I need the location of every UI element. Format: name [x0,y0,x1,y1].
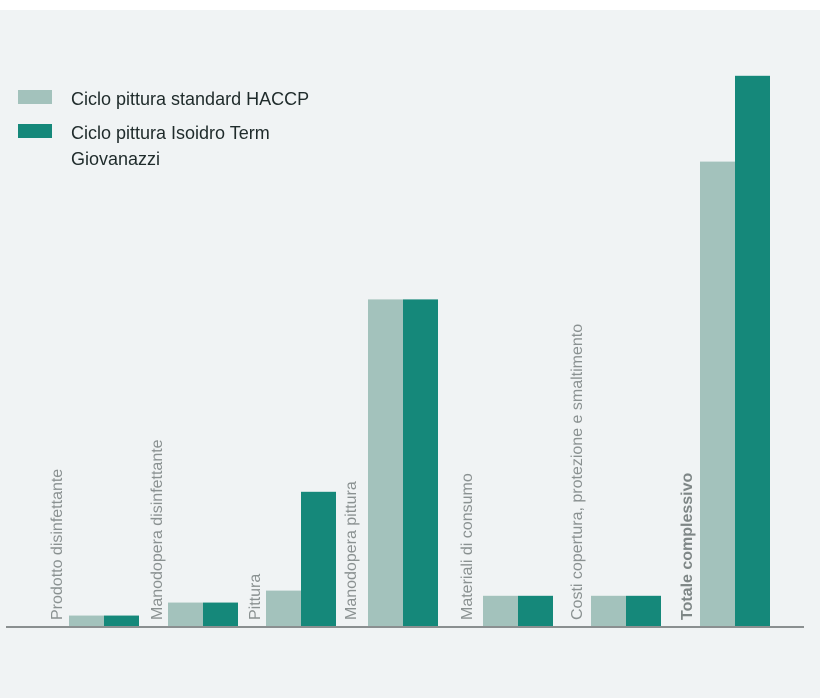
bar-s2-c1 [104,615,139,627]
category-labels-group: Prodotto disinfettante Manodopera disinfe… [49,324,696,620]
legend-item-isoidro: Ciclo pittura Isoidro Term Giovanazzi [18,120,361,172]
bar-s1-c4 [368,299,403,627]
bar-chart: Prodotto disinfettante Manodopera disinfe… [6,75,804,628]
bar-s2-c5 [518,595,553,627]
legend-swatch-standard [18,90,52,104]
bar-s1-c1 [69,615,104,627]
category-label-1: Prodotto disinfettante [49,469,66,620]
bars-group [69,75,770,628]
bar-s2-c3 [301,491,336,627]
category-label-5: Materiali di consumo [459,473,476,620]
chart-area: Prodotto disinfettante Manodopera disinfe… [0,10,820,698]
legend-item-standard: Ciclo pittura standard HACCP [18,86,361,112]
bar-s1-c3 [266,590,301,627]
bar-s2-c4 [403,299,438,627]
bar-s2-c7 [735,75,770,628]
legend: Ciclo pittura standard HACCP Ciclo pittu… [18,86,361,180]
bar-s1-c5 [483,595,518,627]
category-label-2: Manodopera disinfettante [149,439,166,620]
category-label-4: Manodopera pittura [343,481,360,620]
category-label-6: Costi copertura, protezione e smaltiment… [569,324,586,620]
bar-s1-c2 [168,602,203,627]
bar-s2-c2 [203,602,238,627]
category-label-7: Totale complessivo [679,472,696,620]
category-label-3: Pittura [247,574,264,620]
legend-label-isoidro: Ciclo pittura Isoidro Term Giovanazzi [71,123,270,169]
legend-swatch-isoidro [18,124,52,138]
bar-s1-c7 [700,161,735,627]
bar-s1-c6 [591,595,626,627]
bar-s2-c6 [626,595,661,627]
legend-label-standard: Ciclo pittura standard HACCP [71,89,310,109]
